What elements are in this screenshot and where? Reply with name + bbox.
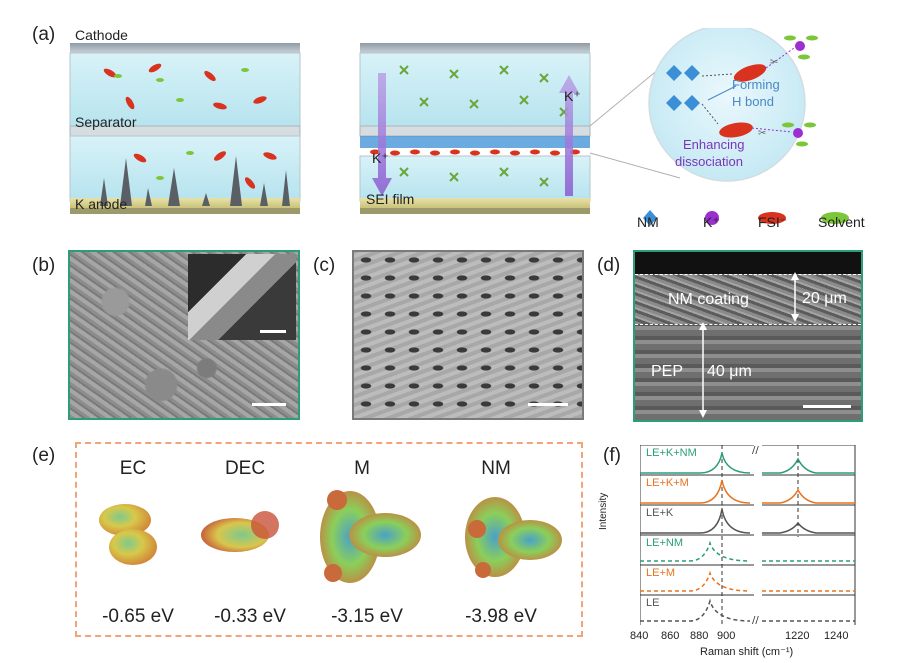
legend-k-label: K⁺ [703,214,720,230]
thickness-top-label: 20 μm [802,290,847,307]
series-le-m-line [640,570,855,592]
esp-ec-icon [99,504,157,565]
h-bond-label: H bond [732,94,774,109]
panel-a-label: (a) [32,24,56,45]
svg-text:✂: ✂ [758,128,766,139]
legend-le-nm: LE+NM [646,537,683,549]
legend-nm-label: NM [637,214,659,230]
x-tick-1220: 1220 [785,630,810,642]
forming-label: Forming [732,77,780,92]
sem-image-b [68,250,300,420]
enhancing-label: Enhancing [683,137,745,152]
y-axis-label: Intensity [598,492,609,530]
mol-name-nm: NM [481,458,511,479]
k-anode-label: K anode [75,196,128,212]
series-le-line [640,598,855,622]
legend-fsi-label: FSI⁻ [758,214,788,230]
mol-energy-m: -3.15 eV [331,606,403,627]
svg-text://: // [752,445,759,456]
pep-label: PEP [651,363,684,380]
legend-le-m: LE+M [646,567,676,579]
dissociation-label: dissociation [675,154,743,169]
x-tick-1240: 1240 [824,630,849,642]
thickness-bottom-label: 40 μm [707,363,752,380]
panel-e-frame [75,442,583,637]
k-plus-right-label: K⁺ [564,88,581,104]
legend-le-k: LE+K [646,507,674,519]
x-tick-840: 840 [630,630,649,642]
panel-b-label: (b) [32,255,56,276]
series-le-k-nm-line [640,452,855,474]
legend-glyphs [643,210,849,226]
mol-name-m: M [354,458,370,479]
series-le-k-line [640,508,855,534]
svg-text:✂: ✂ [770,57,778,68]
panel-d-label: (d) [597,255,621,276]
nm-coating-label: NM coating [668,291,749,308]
sem-image-d [633,250,863,422]
cell-right [359,43,591,214]
scale-bar-b [252,403,286,406]
x-tick-880: 880 [690,630,709,642]
legend-solvent-label: Solvent [818,214,865,230]
k-plus-left-label: K⁺ [372,150,389,166]
sei-film-label: SEI film [366,191,415,207]
x-tick-860: 860 [661,630,680,642]
esp-m-icon [320,490,421,583]
cathode-label: Cathode [75,27,128,43]
esp-nm-icon [465,497,562,578]
panel-e-label: (e) [32,445,56,466]
mol-name-dec: DEC [224,458,266,479]
mol-energy-nm: -3.98 eV [465,606,537,627]
legend-le-k-m: LE+K+M [646,477,689,489]
cell-left [69,43,301,214]
scale-bar-d [803,405,851,408]
panel-d-arrows [699,272,799,418]
esp-surfaces [99,490,562,583]
series-le-k-m-line [640,479,855,504]
mechanism-bubble: ✂ ✂ [648,28,818,182]
legend-le-k-nm: LE+K+NM [646,447,697,459]
raman-chart: // // [640,445,856,625]
panel-f-label: (f) [603,445,621,466]
mol-energy-dec: -0.33 eV [214,606,286,627]
x-tick-900: 900 [717,630,736,642]
separator-label: Separator [75,114,137,130]
scale-bar-inset-b [260,330,286,333]
series-le-nm-line [640,540,855,562]
legend-le: LE [646,597,660,609]
panel-a-schematic: ✂ ✂ [69,28,849,226]
mol-energy-ec: -0.65 eV [102,606,174,627]
scale-bar-c [528,403,568,406]
svg-text://: // [752,615,759,625]
sem-image-c [352,250,584,420]
esp-dec-icon [201,511,279,552]
sem-inset-b [188,254,296,340]
panel-c-label: (c) [313,255,336,276]
mol-name-ec: EC [119,458,147,479]
x-axis-label: Raman shift (cm⁻¹) [700,646,794,658]
